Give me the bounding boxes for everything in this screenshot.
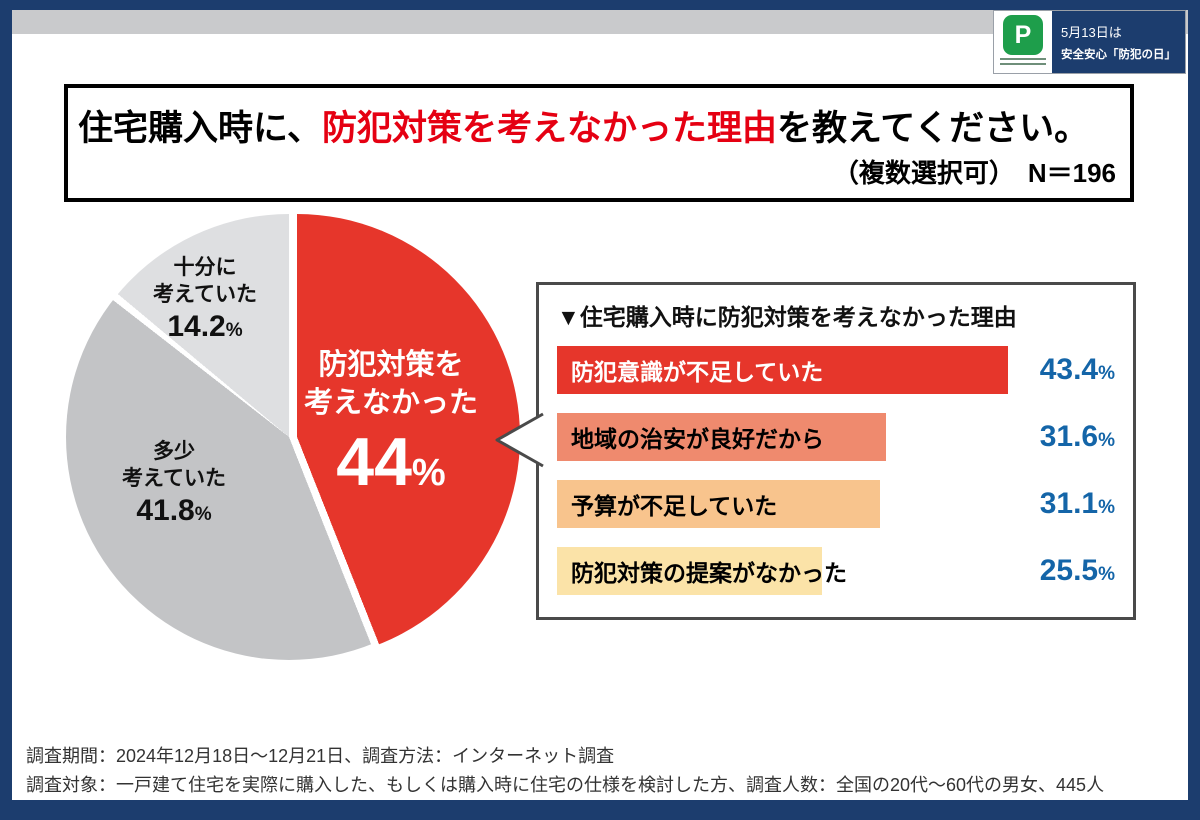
campaign-text-panel: 5月13日は 安全安心「防犯の日」 <box>1052 11 1185 73</box>
campaign-name: 安全安心「防犯の日」 <box>1061 49 1176 61</box>
callout-tail-pointer <box>495 412 544 468</box>
sample-size-note: （複数選択可） N＝196 <box>832 158 1116 188</box>
survey-period-line: 調査期間：2024年12月18日～12月21日、調査方法：インターネット調査 <box>26 746 615 766</box>
reason-bar-percent: 25.5% <box>1039 554 1115 587</box>
pie-label-text: 考えていた <box>153 283 257 306</box>
logo-caption-marks <box>1000 58 1046 68</box>
reason-bar-row: 予算が不足していた 31.1% <box>557 480 1115 528</box>
pie-label-text: 防犯対策を <box>318 349 464 381</box>
pie-main-percent: 44% <box>336 424 446 500</box>
survey-target-line: 調査対象：一戸建て住宅を実際に購入した、もしくは購入時に住宅の仕様を検討した方、… <box>26 775 1105 795</box>
reason-bar-percent: 31.1% <box>1039 487 1115 520</box>
campaign-date: 5月13日は <box>1061 25 1122 40</box>
top-gray-strip <box>12 10 1188 34</box>
reason-bar-label: 防犯意識が不足していた <box>571 359 824 385</box>
reason-bar-row: 防犯対策の提案がなかった 25.5% <box>557 547 1115 595</box>
question-title-box: 住宅購入時に、防犯対策を考えなかった理由を教えてください。 （複数選択可） N＝… <box>64 84 1134 202</box>
reason-bars: 防犯意識が不足していた 43.4% 地域の治安が良好だから 31.6% 予算が不足してい… <box>557 346 1115 595</box>
pie-label-main: 防犯対策を 考えなかった 44% <box>274 346 508 509</box>
title-suffix: を教えてください。 <box>776 109 1090 148</box>
reason-bar-label: 防犯対策の提案がなかった <box>571 560 847 586</box>
campaign-badge: P 5月13日は 安全安心「防犯の日」 <box>993 10 1186 74</box>
reason-bar: 地域の治安が良好だから <box>557 413 886 461</box>
reason-bar-percent: 43.4% <box>1039 353 1115 386</box>
title-prefix: 住宅購入時に、 <box>78 109 322 148</box>
reason-bar-percent: 31.6% <box>1039 420 1115 453</box>
pie-label-text: 考えなかった <box>303 387 478 419</box>
pie-label-sufficient: 十分に 考えていた 14.2% <box>120 254 290 344</box>
reason-bar-row: 防犯意識が不足していた 43.4% <box>557 346 1115 394</box>
pie-main-slice <box>74 214 520 660</box>
pie-label-text: 十分に <box>173 256 237 279</box>
campaign-logo-panel: P <box>994 11 1052 73</box>
reason-bar-label: 予算が不足していた <box>571 493 778 519</box>
reason-bar: 防犯意識が不足していた <box>557 346 1009 394</box>
reasons-callout-box: ▼住宅購入時に防犯対策を考えなかった理由 防犯意識が不足していた 43.4% 地域の… <box>495 282 1136 620</box>
bouhan-logo-icon: P <box>1003 15 1043 55</box>
survey-footer: 調査期間：2024年12月18日～12月21日、調査方法：インターネット調査 調… <box>26 742 1104 800</box>
pie-label-text: 多少 <box>153 440 195 463</box>
reason-bar-label: 地域の治安が良好だから <box>571 426 824 452</box>
question-title: 住宅購入時に、防犯対策を考えなかった理由を教えてください。 <box>78 100 1120 151</box>
title-highlight: 防犯対策を考えなかった理由 <box>321 109 777 148</box>
pie-chart: 十分に 考えていた 14.2% 多少 考えていた 41.8% 防犯対策を 考えな… <box>66 214 520 660</box>
pie-label-text: 考えていた <box>122 467 226 490</box>
pie-label-percent: 41.8% <box>136 494 212 527</box>
pie-label-percent: 14.2% <box>167 310 243 343</box>
reasons-header: ▼住宅購入時に防犯対策を考えなかった理由 <box>557 304 1017 330</box>
pie-label-somewhat: 多少 考えていた 41.8% <box>84 438 264 528</box>
reason-bar-row: 地域の治安が良好だから 31.6% <box>557 413 1115 461</box>
reason-bar: 防犯対策の提案がなかった <box>557 547 847 595</box>
reason-bar: 予算が不足していた <box>557 480 881 528</box>
